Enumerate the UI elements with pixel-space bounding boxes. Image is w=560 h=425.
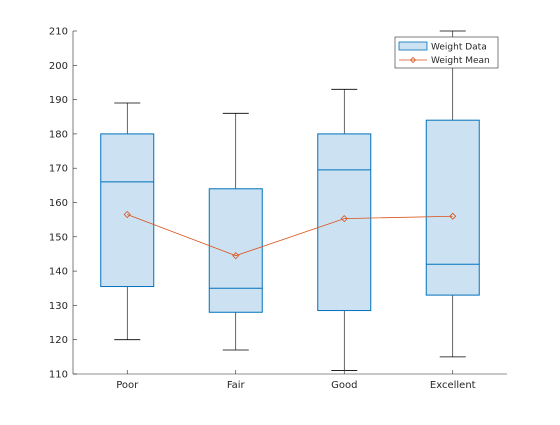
mean-line-layer — [123, 210, 457, 260]
y-tick-label: 140 — [49, 267, 68, 278]
y-tick-label: 200 — [49, 61, 68, 72]
mean-marker-fair — [232, 252, 240, 260]
y-tick-label: 170 — [49, 164, 68, 175]
mean-marker-poor — [123, 210, 131, 219]
legend-label-weight-data: Weight Data — [431, 43, 487, 53]
y-tick-label: 190 — [49, 95, 68, 106]
x-tick-label: Fair — [227, 380, 246, 391]
box-poor — [100, 102, 155, 341]
axes-layer: 110 120 130 140 150 160 170 180 190 200 210 Poor Fai… — [49, 27, 507, 391]
box-excellent — [425, 30, 480, 358]
y-tick-label: 180 — [49, 129, 68, 140]
boxes-layer — [100, 30, 480, 371]
legend: Weight Data Weight Mean — [394, 36, 499, 69]
x-tick-label: Excellent — [430, 380, 476, 391]
legend-label-weight-mean: Weight Mean — [431, 56, 490, 66]
mean-marker-good — [340, 215, 348, 223]
mean-marker-excellent — [449, 212, 457, 220]
y-tick-label: 120 — [49, 335, 68, 346]
box-good — [317, 88, 372, 371]
y-tick-label: 110 — [49, 370, 68, 381]
box-fair — [208, 112, 263, 351]
y-tick-label: 130 — [49, 301, 68, 312]
legend-marker-weight-mean — [409, 56, 417, 64]
legend-swatch-weight-data — [398, 41, 428, 51]
iqr-box — [317, 133, 372, 312]
y-tick-label: 210 — [49, 27, 68, 38]
iqr-box — [425, 119, 480, 296]
iqr-box — [100, 133, 155, 288]
y-tick-label: 150 — [49, 232, 68, 243]
y-tick-label: 160 — [49, 198, 68, 209]
x-tick-label: Good — [331, 380, 357, 391]
mean-line — [127, 214, 453, 257]
iqr-box — [208, 188, 263, 313]
x-tick-label: Poor — [116, 380, 139, 391]
